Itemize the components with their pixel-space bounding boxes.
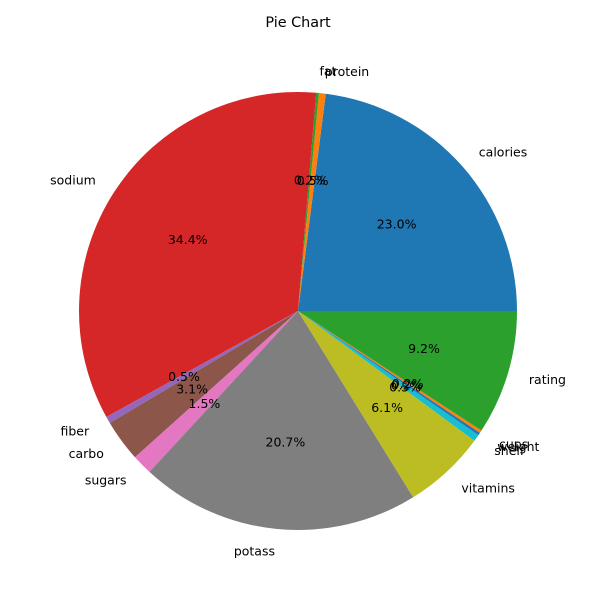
slice-shelf xyxy=(298,311,479,441)
slice-label-protein: protein xyxy=(325,64,369,79)
pct-label-calories: 23.0% xyxy=(377,217,417,232)
slice-cups xyxy=(298,311,482,433)
slice-label-fiber: fiber xyxy=(60,423,89,438)
pie-slices xyxy=(79,92,517,531)
pct-label-sodium: 34.4% xyxy=(168,232,208,247)
pct-label-carbo: 3.1% xyxy=(176,381,208,396)
slice-rating xyxy=(298,311,517,431)
slice-vitamins xyxy=(298,311,475,498)
pct-label-fiber: 0.5% xyxy=(168,369,200,384)
slice-sugars xyxy=(134,311,298,472)
slice-label-fat: fat xyxy=(320,64,337,79)
slice-label-calories: calories xyxy=(479,144,527,159)
slice-label-vitamins: vitamins xyxy=(461,481,515,496)
percent-labels: 23.0%0.5%0.2%34.4%0.5%3.1%1.5%20.7%6.1%0… xyxy=(168,173,440,450)
pct-label-vitamins: 6.1% xyxy=(371,400,403,415)
slice-label-cups: cups xyxy=(499,436,528,451)
slice-sodium xyxy=(79,92,317,418)
slice-label-potass: potass xyxy=(234,543,275,558)
chart-title: Pie Chart xyxy=(265,15,331,31)
slice-potass xyxy=(149,311,414,531)
pct-label-sugars: 1.5% xyxy=(189,396,221,411)
slice-label-sodium: sodium xyxy=(50,173,96,188)
pct-label-weight: 0.2% xyxy=(391,377,423,392)
slice-label-shelf: shelf xyxy=(494,443,525,458)
slice-label-rating: rating xyxy=(529,372,566,387)
pct-label-rating: 9.2% xyxy=(408,341,440,356)
slice-fiber xyxy=(106,311,299,423)
slice-protein xyxy=(298,93,326,311)
slice-label-sugars: sugars xyxy=(85,473,127,488)
slice-fat xyxy=(298,92,319,311)
pct-label-shelf: 0.5% xyxy=(389,380,421,395)
pct-label-fat: 0.2% xyxy=(294,173,326,188)
slice-label-weight: weight xyxy=(497,439,539,454)
slice-carbo xyxy=(109,311,298,458)
pct-label-cups: 0.2% xyxy=(392,376,424,391)
slice-label-carbo: carbo xyxy=(69,446,104,461)
pct-label-protein: 0.5% xyxy=(297,173,329,188)
slice-weight xyxy=(298,311,480,436)
slice-calories xyxy=(298,93,517,312)
pct-label-potass: 20.7% xyxy=(266,434,306,449)
